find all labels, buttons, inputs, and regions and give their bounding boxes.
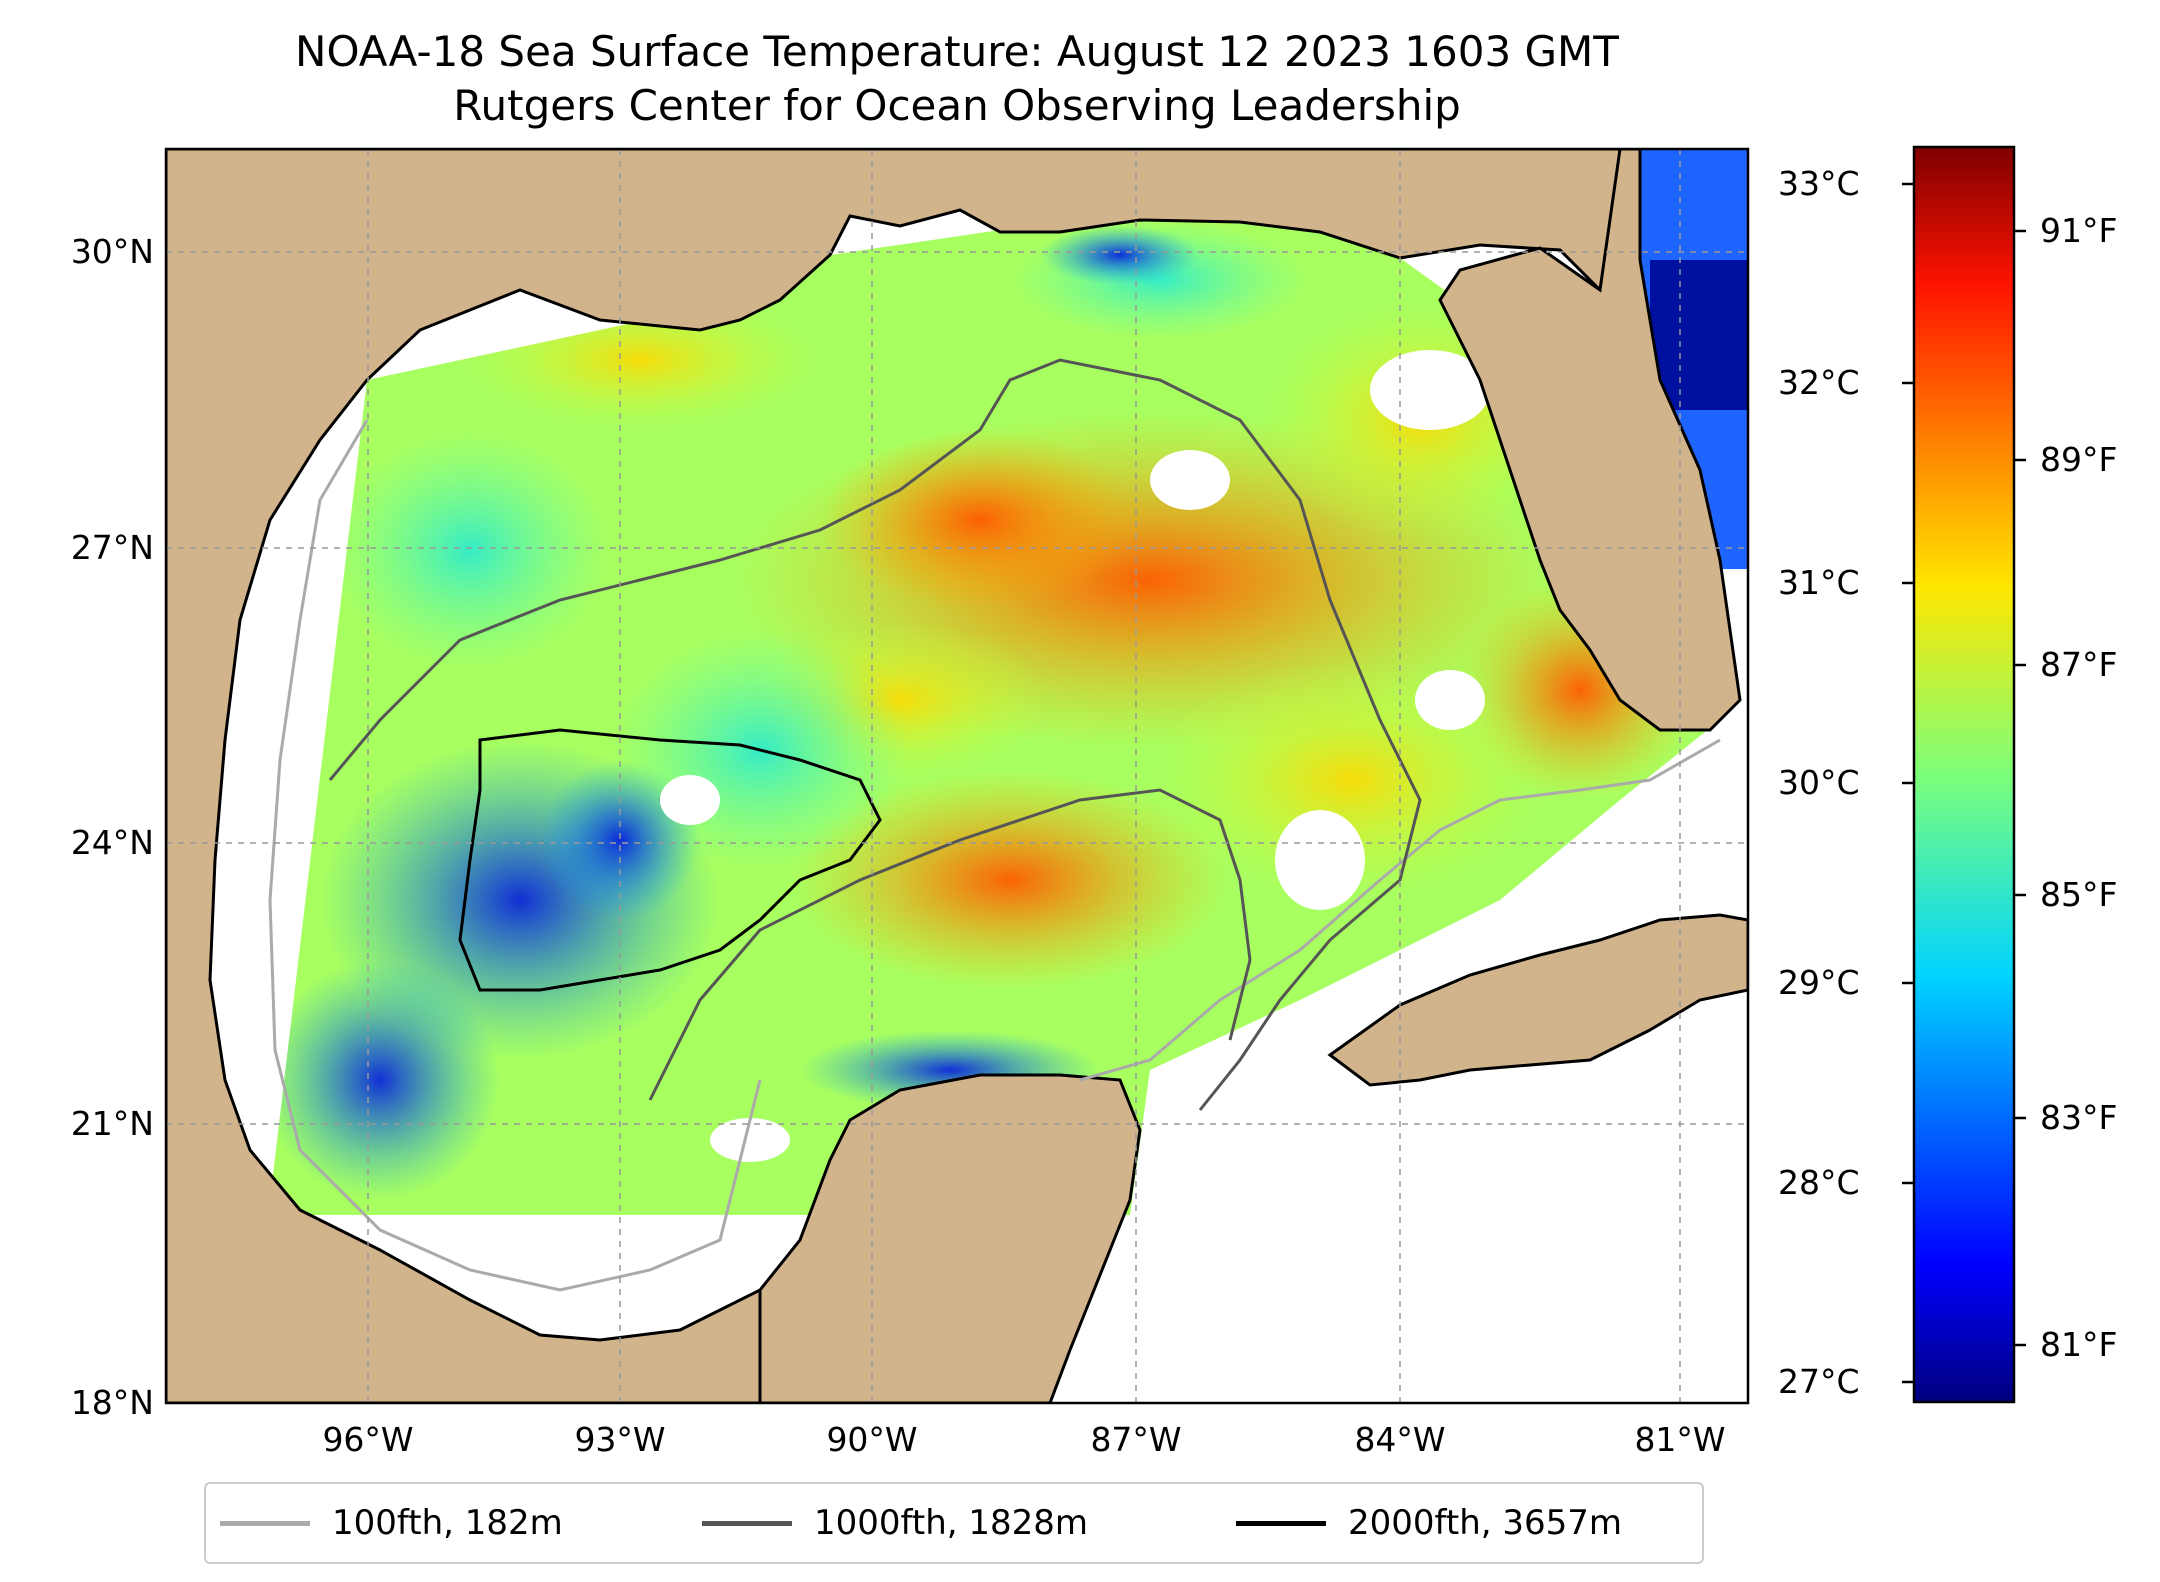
cb-fahrenheit-83: 83°F: [2040, 1098, 2118, 1137]
cb-fahrenheit-85: 85°F: [2040, 875, 2118, 914]
graticule: [166, 149, 1748, 1403]
contour-legend: 100fth, 182m 1000fth, 1828m 2000fth, 365…: [204, 1482, 1704, 1564]
lat-label-24n: 24°N: [70, 823, 154, 862]
contour-100fth: [268, 419, 1721, 1292]
map-subtitle: Rutgers Center for Ocean Observing Leade…: [453, 81, 1461, 130]
legend-line-100fth: [220, 1520, 310, 1526]
lat-label-27n: 27°N: [70, 528, 154, 567]
legend-label-1000fth: 1000fth, 1828m: [814, 1503, 1089, 1543]
lon-label-96w: 96°W: [322, 1420, 414, 1459]
cb-celsius-31: 31°C: [1778, 563, 1860, 602]
sst-field: [270, 215, 1720, 1215]
lat-label-30n: 30°N: [70, 232, 154, 271]
lon-label-87w: 87°W: [1090, 1420, 1182, 1459]
legend-label-2000fth: 2000fth, 3657m: [1348, 1503, 1623, 1543]
cb-celsius-30: 30°C: [1778, 763, 1860, 802]
legend-label-100fth: 100fth, 182m: [332, 1503, 563, 1543]
land: [166, 149, 1748, 1403]
cb-celsius-29: 29°C: [1778, 963, 1860, 1002]
lat-label-21n: 21°N: [70, 1104, 154, 1143]
map-title: NOAA-18 Sea Surface Temperature: August …: [295, 27, 1619, 76]
cb-fahrenheit-91: 91°F: [2040, 211, 2118, 250]
legend-item-2000fth: 2000fth, 3657m: [1236, 1484, 1622, 1562]
cb-fahrenheit-87: 87°F: [2040, 645, 2118, 684]
contour-2000fth: [458, 728, 882, 992]
cb-fahrenheit-81: 81°F: [2040, 1325, 2118, 1364]
cb-celsius-33: 33°C: [1778, 164, 1860, 203]
lon-label-93w: 93°W: [574, 1420, 666, 1459]
lon-label-90w: 90°W: [826, 1420, 918, 1459]
cb-celsius-27: 27°C: [1778, 1362, 1860, 1401]
contour-1000fth: [328, 358, 1422, 1111]
bathymetry-contours: [268, 358, 1721, 1292]
colorbar: [1912, 145, 2016, 1404]
legend-line-2000fth: [1236, 1520, 1326, 1526]
lon-label-84w: 84°W: [1354, 1420, 1446, 1459]
cb-celsius-32: 32°C: [1778, 363, 1860, 402]
lat-label-18n: 18°N: [70, 1383, 154, 1422]
lon-label-81w: 81°W: [1634, 1420, 1726, 1459]
legend-item-100fth: 100fth, 182m: [220, 1484, 563, 1562]
legend-line-1000fth: [702, 1520, 792, 1526]
cb-celsius-28: 28°C: [1778, 1163, 1860, 1202]
cb-fahrenheit-89: 89°F: [2040, 440, 2118, 479]
legend-item-1000fth: 1000fth, 1828m: [702, 1484, 1088, 1562]
